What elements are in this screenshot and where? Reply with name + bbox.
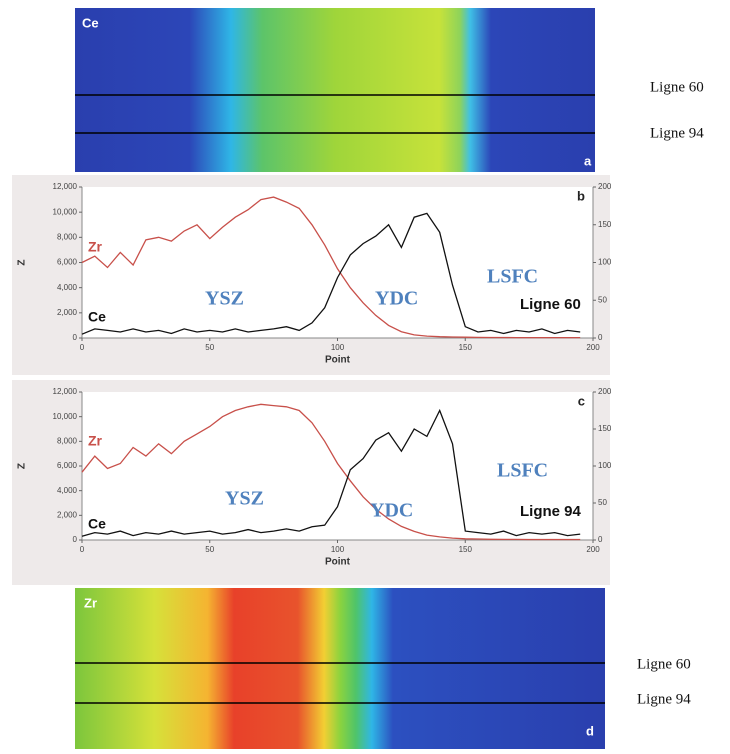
panel-label: c xyxy=(578,393,585,408)
y2-tick-label: 150 xyxy=(598,424,612,433)
y2-tick-label: 0 xyxy=(598,333,603,342)
x-tick-label: 0 xyxy=(80,343,85,352)
series-label: Zr xyxy=(88,433,103,449)
ce-map xyxy=(75,8,595,172)
line-label: Ligne 94 xyxy=(637,691,691,707)
data-line xyxy=(81,212,581,335)
y2-tick-label: 0 xyxy=(598,535,603,544)
series-label: Ce xyxy=(88,516,106,532)
x-tick-label: 200 xyxy=(586,343,600,352)
y-tick-label: 10,000 xyxy=(53,412,78,421)
y2-tick-label: 50 xyxy=(598,295,607,304)
x-tick-label: 100 xyxy=(331,343,345,352)
y-tick-label: 2,000 xyxy=(57,510,78,519)
y-tick-label: 6,000 xyxy=(57,258,78,267)
y-tick-label: 8,000 xyxy=(57,232,78,241)
x-tick-label: 150 xyxy=(459,343,473,352)
y-tick-label: 0 xyxy=(73,333,78,342)
series-label: Zr xyxy=(88,239,103,255)
y-tick-label: 4,000 xyxy=(57,283,78,292)
x-tick-label: 100 xyxy=(331,545,345,554)
map-element: Zr xyxy=(84,595,97,610)
x-tick-label: 50 xyxy=(205,343,214,352)
y2-tick-label: 200 xyxy=(598,182,612,191)
data-line xyxy=(81,403,581,541)
line-label: Ligne 94 xyxy=(650,125,704,141)
x-tick-label: 150 xyxy=(459,545,473,554)
zr-map xyxy=(75,588,605,749)
annotation: YSZ xyxy=(225,488,264,510)
line-label: Ligne 60 xyxy=(650,79,704,95)
x-axis-label: Point xyxy=(325,355,351,366)
y2-tick-label: 200 xyxy=(598,387,612,396)
line-label: Ligne 60 xyxy=(637,656,691,672)
annotation: LSFC xyxy=(487,266,538,288)
annotation: LSFC xyxy=(497,460,548,482)
panel-label: b xyxy=(577,188,585,203)
y-tick-label: 0 xyxy=(73,535,78,544)
y-tick-label: 6,000 xyxy=(57,461,78,470)
annotation: YDC xyxy=(370,500,413,522)
plot-area xyxy=(82,187,593,338)
y-axis-label: Z xyxy=(17,463,28,469)
x-tick-label: 0 xyxy=(80,545,85,554)
x-tick-label: 200 xyxy=(586,545,600,554)
data-line xyxy=(81,408,581,537)
annotation: YSZ xyxy=(205,288,244,310)
y-tick-label: 10,000 xyxy=(53,207,78,216)
x-axis-label: Point xyxy=(325,557,351,568)
annotation: Ligne 60 xyxy=(520,296,581,313)
y-tick-label: 12,000 xyxy=(53,387,78,396)
x-tick-label: 50 xyxy=(205,545,214,554)
data-line xyxy=(81,196,581,339)
map-letter: a xyxy=(584,153,592,168)
y-tick-label: 8,000 xyxy=(57,436,78,445)
y-tick-label: 12,000 xyxy=(53,182,78,191)
map-letter: d xyxy=(586,723,594,738)
y2-tick-label: 150 xyxy=(598,220,612,229)
series-label: Ce xyxy=(88,309,106,325)
annotation: YDC xyxy=(375,288,418,310)
map-element: Ce xyxy=(82,15,99,30)
annotation: Ligne 94 xyxy=(520,503,582,520)
y-tick-label: 4,000 xyxy=(57,486,78,495)
y2-tick-label: 100 xyxy=(598,461,612,470)
y2-tick-label: 100 xyxy=(598,258,612,267)
y-axis-label: Z xyxy=(17,259,28,265)
plot-area xyxy=(82,392,593,540)
y-tick-label: 2,000 xyxy=(57,308,78,317)
y2-tick-label: 50 xyxy=(598,498,607,507)
